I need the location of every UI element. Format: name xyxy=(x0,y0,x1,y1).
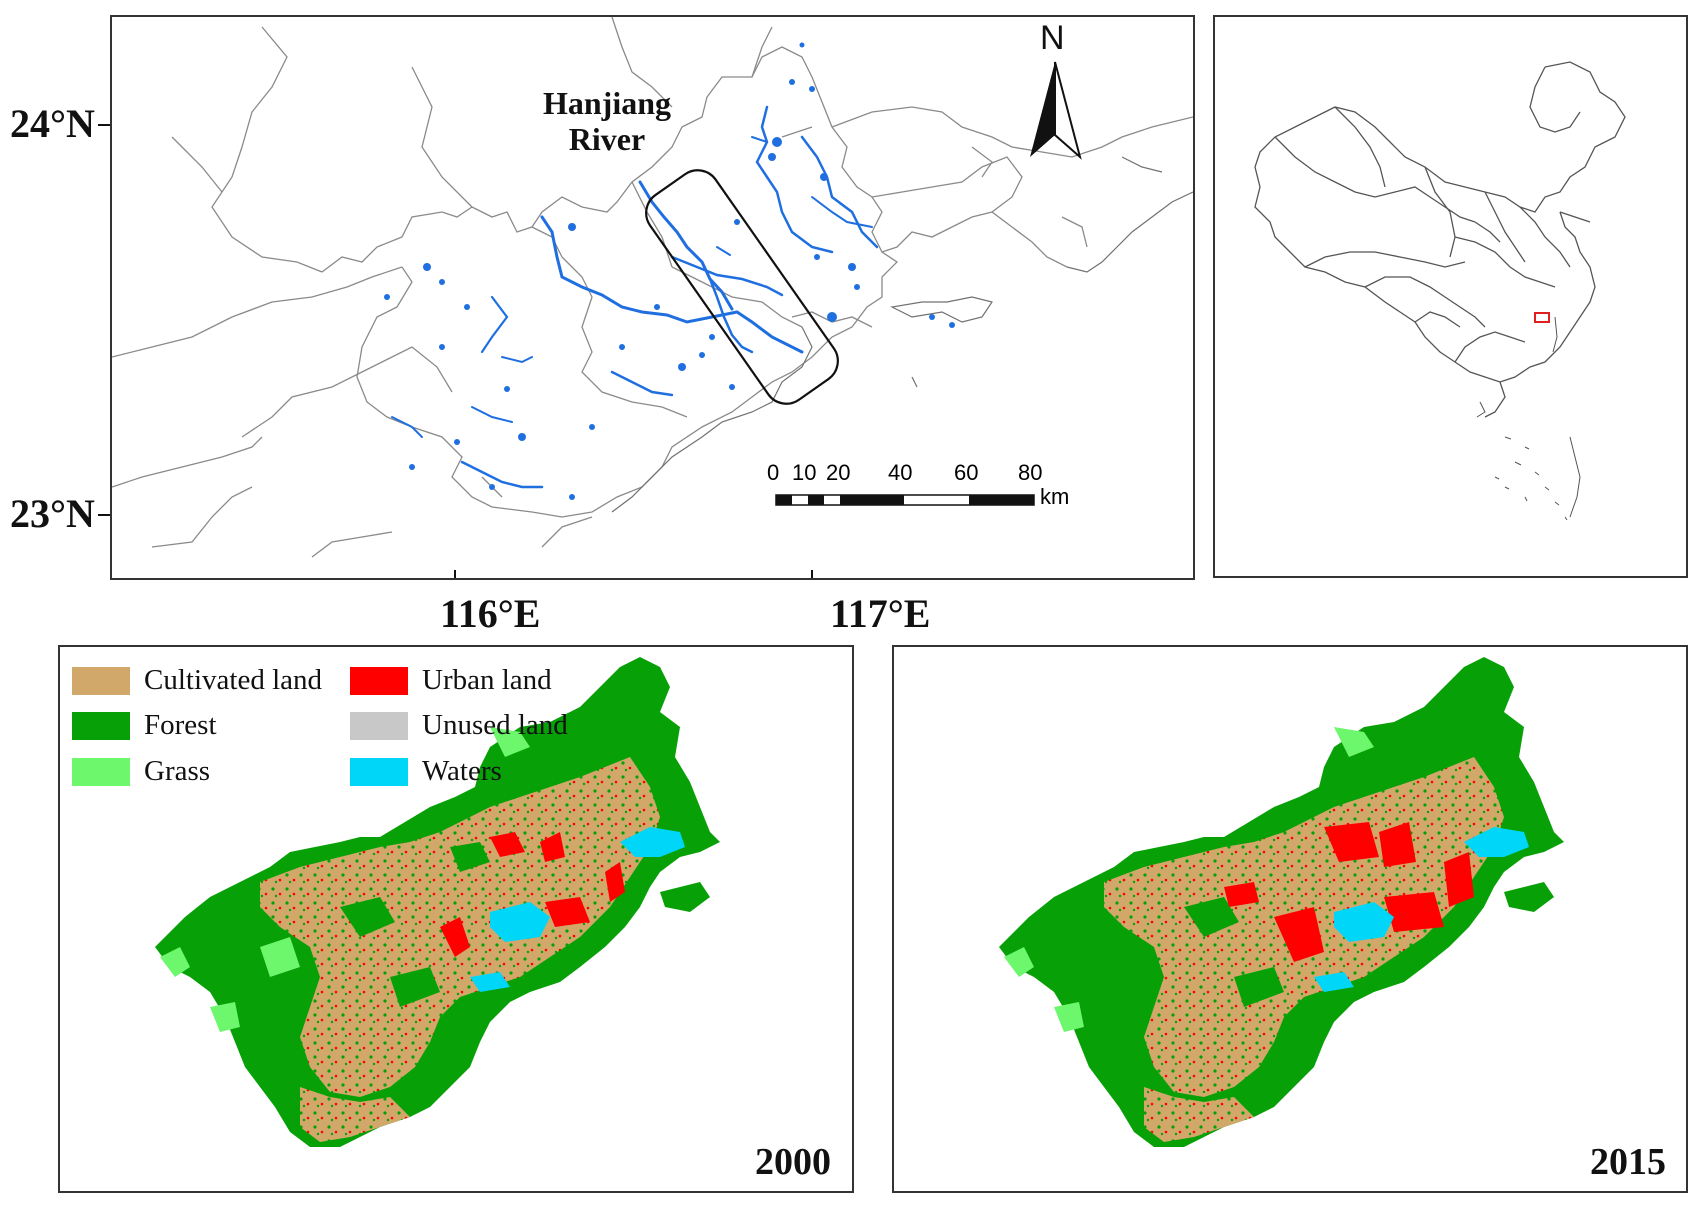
legend-label-grass: Grass xyxy=(144,755,211,787)
scale-tick-80: 80 xyxy=(1018,460,1043,485)
coastline xyxy=(611,156,1193,513)
scale-tick-0: 0 xyxy=(767,460,780,485)
legend-item-forest: Forest xyxy=(72,709,217,742)
landuse-2000-region xyxy=(155,657,720,1147)
landuse-2015-region xyxy=(999,657,1564,1147)
location-map-svg xyxy=(112,17,1193,578)
legend-item-waters: Waters xyxy=(350,755,502,788)
legend-label-cultivated: Cultivated land xyxy=(144,664,322,696)
legend-swatch-forest xyxy=(72,711,130,740)
legend-swatch-urban xyxy=(350,666,408,695)
lat-tick-24n xyxy=(98,124,110,126)
admin-boundaries xyxy=(112,17,1193,558)
water-bodies xyxy=(384,42,955,500)
legend-swatch-grass xyxy=(72,757,130,786)
landuse-map-2015-panel xyxy=(892,645,1688,1193)
year-label-2000: 2000 xyxy=(755,1141,831,1183)
river-label-line1: Hanjiang xyxy=(542,85,672,121)
legend-item-cultivated: Cultivated land xyxy=(72,664,322,697)
landuse-map-2015-svg xyxy=(999,657,1564,1147)
scale-tick-40: 40 xyxy=(888,460,913,485)
lat-label-23n: 23°N xyxy=(10,491,95,536)
location-map-panel: Hanjiang River N 0 10 20 40 60 80 km xyxy=(110,15,1195,580)
south-china-sea-islands xyxy=(1476,316,1581,521)
lat-tick-23n xyxy=(98,514,110,516)
river-label: Hanjiang River xyxy=(522,85,692,157)
legend-label-waters: Waters xyxy=(422,755,502,787)
north-label: N xyxy=(1040,19,1065,57)
legend-label-urban: Urban land xyxy=(422,664,552,696)
north-arrow-icon xyxy=(1030,61,1082,160)
study-area-highlight xyxy=(1534,312,1550,323)
scale-tick-10: 10 xyxy=(792,460,817,485)
scale-unit: km xyxy=(1040,484,1070,509)
year-label-2015: 2015 xyxy=(1590,1141,1666,1183)
scale-tick-60: 60 xyxy=(954,460,979,485)
legend-item-urban: Urban land xyxy=(350,664,552,697)
lon-ticks xyxy=(454,570,813,578)
legend-label-unused: Unused land xyxy=(422,709,568,741)
legend-swatch-waters xyxy=(350,757,408,786)
legend-swatch-unused xyxy=(350,711,408,740)
legend-item-grass: Grass xyxy=(72,755,210,788)
inset-map-panel xyxy=(1213,15,1688,578)
river-label-line2: River xyxy=(568,121,646,157)
scale-tick-20: 20 xyxy=(826,460,851,485)
legend-item-unused: Unused land xyxy=(350,709,568,742)
lon-label-116e: 116°E xyxy=(440,591,541,636)
china-outline-svg xyxy=(1254,61,1626,521)
landuse-map-2000-svg xyxy=(155,657,720,1147)
scale-bar xyxy=(775,494,1035,506)
landuse-map-2000-panel xyxy=(58,645,854,1193)
hanjiang-highlight-box xyxy=(645,169,839,405)
china-boundaries xyxy=(1254,61,1626,418)
water-network xyxy=(391,105,879,489)
legend-label-forest: Forest xyxy=(144,709,217,741)
lat-label-24n: 24°N xyxy=(10,101,95,146)
legend-swatch-cultivated xyxy=(72,666,130,695)
lon-label-117e: 117°E xyxy=(830,591,931,636)
